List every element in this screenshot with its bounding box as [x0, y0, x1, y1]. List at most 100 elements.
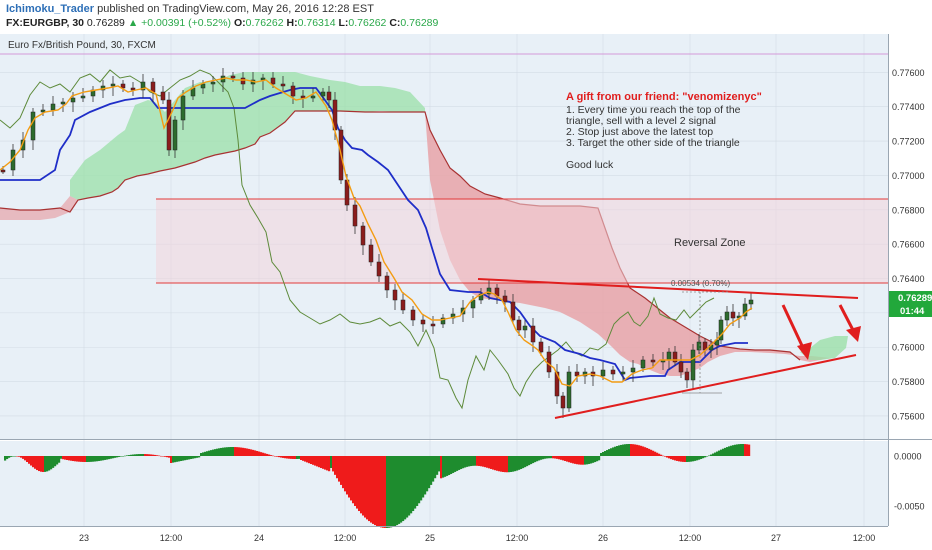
histogram-bar: [666, 456, 669, 458]
histogram-bar: [340, 456, 343, 485]
histogram-bar: [206, 451, 209, 456]
candle-body: [20, 139, 26, 151]
candle-body: [620, 371, 626, 375]
histogram-bar: [310, 456, 313, 464]
histogram-bar: [400, 456, 403, 523]
histogram-bar: [30, 456, 33, 466]
histogram-bar: [36, 456, 39, 471]
candle-body: [730, 311, 736, 319]
candle-body: [280, 83, 286, 87]
histogram-bar: [590, 456, 593, 464]
price-tick-label: 0.76400: [892, 274, 925, 284]
histogram-bar: [308, 456, 311, 464]
histogram-bar: [398, 456, 401, 524]
histogram-bar: [186, 456, 189, 460]
candle-body: [70, 97, 76, 103]
candle-body: [718, 319, 724, 341]
candle-body: [360, 225, 366, 246]
histogram-bar: [26, 456, 29, 462]
histogram-bar: [728, 446, 731, 456]
candle-body: [690, 349, 696, 381]
histogram-bar: [190, 456, 193, 459]
histogram-bar: [60, 456, 63, 459]
histogram-bar: [552, 456, 555, 459]
publish-line: Ichimoku_Trader published on TradingView…: [6, 3, 374, 15]
histogram-bar: [448, 456, 451, 475]
histogram-bar: [524, 456, 527, 468]
histogram-bar: [150, 454, 153, 456]
histogram-bar: [170, 456, 173, 463]
histogram-bar: [396, 456, 399, 526]
candle-body: [678, 361, 684, 373]
histogram-bar: [86, 456, 89, 462]
histogram-bar: [446, 456, 449, 476]
candle-body: [530, 325, 536, 343]
histogram-bar: [522, 456, 525, 469]
histogram-bar: [180, 456, 183, 461]
histogram-bar: [264, 453, 267, 456]
histogram-bar: [210, 450, 213, 456]
candle-body: [516, 319, 522, 331]
histogram-bar: [734, 444, 737, 456]
histogram-bar: [672, 456, 675, 460]
histogram-bar: [720, 449, 723, 456]
histogram-bar: [98, 456, 101, 461]
price-tick-label: 0.76800: [892, 205, 925, 215]
candle-body: [30, 111, 36, 141]
candle-body: [376, 261, 382, 277]
histogram-bar: [542, 456, 545, 460]
histogram-bar: [108, 456, 111, 460]
histogram-bar: [142, 454, 145, 456]
candle-body: [200, 83, 206, 89]
histogram-bar: [166, 456, 169, 458]
price-change: ▲ +0.00391 (+0.52%): [127, 17, 232, 29]
histogram-bar: [278, 456, 281, 458]
histogram-bar: [222, 447, 225, 456]
candle-body: [672, 351, 678, 363]
histogram-bar: [538, 456, 541, 461]
osc-pane-bg: [0, 441, 888, 526]
histogram-bar: [238, 447, 241, 456]
candle-body: [368, 244, 374, 263]
histogram-bar: [496, 456, 499, 471]
histogram-bar: [184, 456, 187, 461]
candle-body: [522, 325, 528, 331]
histogram-bar: [730, 445, 733, 456]
histogram-bar: [574, 456, 577, 464]
symbol-label: FX:EURGBP, 30: [6, 17, 84, 29]
histogram-bar: [212, 449, 215, 456]
symbol-quote-line: FX:EURGBP, 30 0.76289 ▲ +0.00391 (+0.52%…: [6, 17, 438, 29]
candle-body: [510, 301, 516, 321]
histogram-bar: [688, 456, 691, 462]
histogram-bar: [104, 456, 107, 460]
histogram-bar: [616, 446, 619, 456]
histogram-bar: [424, 456, 427, 495]
publish-header: Ichimoku_Trader published on TradingView…: [0, 0, 932, 34]
histogram-bar: [626, 444, 629, 456]
histogram-bar: [84, 456, 87, 462]
histogram-bar: [144, 454, 147, 456]
histogram-bar: [22, 456, 25, 459]
kumo-bull-right: [800, 336, 848, 360]
histogram-bar: [240, 447, 243, 456]
histogram-bar: [244, 448, 247, 456]
histogram-bar: [320, 456, 323, 468]
histogram-bar: [462, 456, 465, 469]
histogram-bar: [568, 456, 571, 463]
histogram-bar: [4, 456, 7, 461]
candle-body: [172, 119, 178, 151]
histogram-bar: [152, 454, 155, 456]
histogram-bar: [334, 456, 337, 475]
histogram-bar: [544, 456, 547, 459]
author-link[interactable]: Ichimoku_Trader: [6, 3, 95, 15]
histogram-bar: [366, 456, 369, 520]
histogram-bar: [194, 456, 197, 459]
candle-body: [640, 359, 646, 369]
price-chart[interactable]: Euro Fx/British Pound, 30, FXCM Reversal…: [0, 34, 932, 550]
histogram-bar: [352, 456, 355, 504]
histogram-bar: [508, 456, 511, 473]
histogram-bar: [580, 456, 583, 465]
histogram-bar: [562, 456, 565, 461]
time-tick-label: 27: [771, 533, 781, 543]
histogram-bar: [500, 456, 503, 472]
